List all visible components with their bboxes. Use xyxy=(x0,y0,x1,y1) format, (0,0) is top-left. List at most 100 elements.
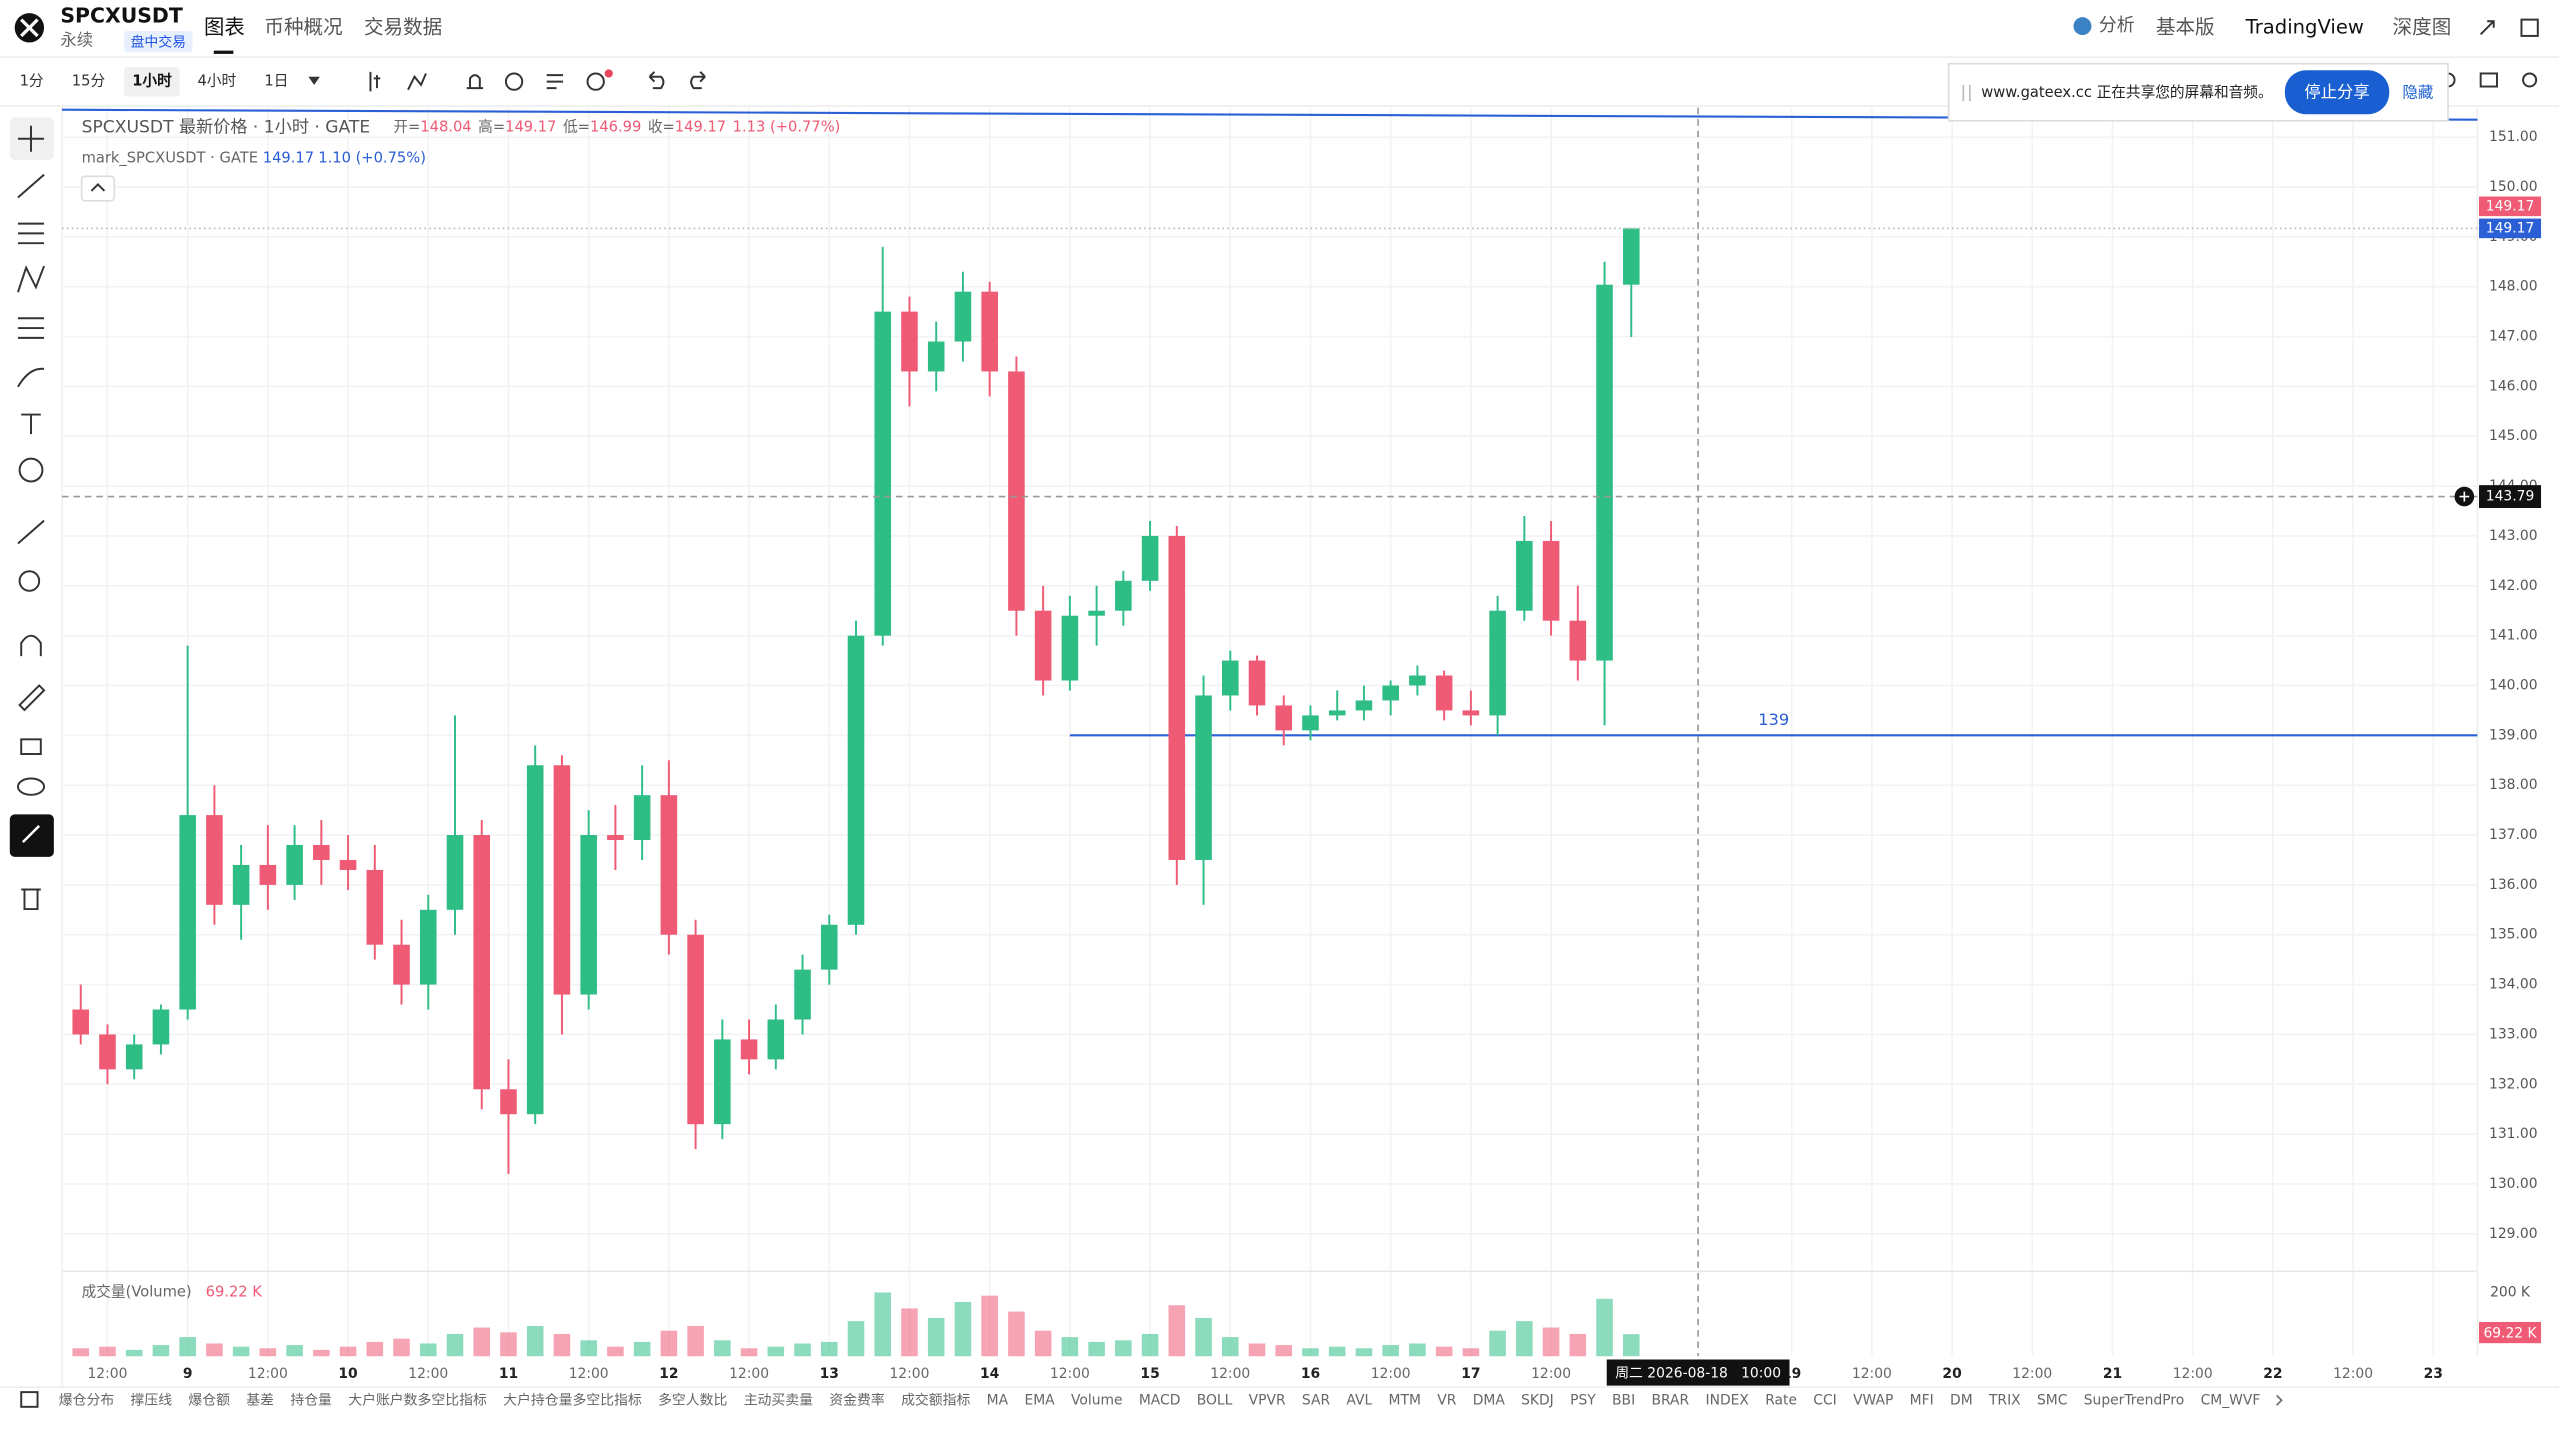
indicator-item[interactable]: 基差 xyxy=(246,1391,274,1408)
emoji-tool[interactable] xyxy=(18,457,44,483)
indicator-item[interactable]: Volume xyxy=(1071,1392,1123,1408)
fib-tool[interactable] xyxy=(17,317,45,339)
interval[interactable]: 1小时 xyxy=(132,73,172,90)
camera-icon[interactable] xyxy=(2479,72,2498,88)
indicator-icon[interactable] xyxy=(20,1391,39,1408)
candle-body xyxy=(1008,371,1025,611)
undo-icon[interactable] xyxy=(648,71,665,90)
candle-body xyxy=(1382,685,1399,701)
indicator-item[interactable]: 主动买卖量 xyxy=(744,1392,813,1408)
tab[interactable]: 交易数据 xyxy=(364,15,442,38)
more-arrow[interactable] xyxy=(2276,1394,2283,1406)
symbol[interactable]: SPCXUSDT xyxy=(60,3,182,27)
replay-icon[interactable] xyxy=(504,72,524,91)
candle-body xyxy=(1034,610,1052,681)
indicator-item[interactable]: 大户持仓量多空比指标 xyxy=(503,1391,642,1408)
indicator-item[interactable]: 成交额指标 xyxy=(901,1391,970,1408)
indicator-item[interactable]: 多空人数比 xyxy=(658,1391,727,1408)
indicator-item[interactable]: SMC xyxy=(2037,1392,2067,1408)
ruler-tool[interactable] xyxy=(17,519,45,545)
indicator-item[interactable]: CM_WVF xyxy=(2201,1392,2261,1408)
interval[interactable]: 1日 xyxy=(264,73,288,90)
indicator-item[interactable]: Rate xyxy=(1765,1392,1797,1408)
candle-body xyxy=(740,1039,758,1060)
channel-tool[interactable] xyxy=(17,222,45,245)
indicator-item[interactable]: PSY xyxy=(1570,1392,1596,1408)
brush-tool[interactable] xyxy=(17,367,45,388)
eye-tool[interactable] xyxy=(16,777,46,796)
volume-bar xyxy=(847,1321,865,1357)
indicator-item[interactable]: MTM xyxy=(1389,1392,1421,1408)
expand-icon[interactable] xyxy=(2479,20,2495,35)
stop-label[interactable]: 停止分享 xyxy=(2304,83,2369,102)
collapse-button[interactable] xyxy=(80,175,116,202)
indicator-item[interactable]: 撑压线 xyxy=(131,1392,173,1408)
indicator-item[interactable]: DMA xyxy=(1473,1392,1506,1408)
indicator-icon[interactable] xyxy=(407,73,427,91)
indicator-item[interactable]: 爆仓分布 xyxy=(59,1392,115,1408)
volume-bar xyxy=(232,1346,250,1357)
indicator-item[interactable]: BBI xyxy=(1612,1392,1635,1408)
crosshair-tool[interactable] xyxy=(17,125,45,152)
pattern-tool[interactable] xyxy=(17,265,45,293)
x-tick-label: 12:00 xyxy=(2173,1366,2213,1382)
stop-button[interactable] xyxy=(2284,70,2390,115)
indicator-item[interactable]: CCI xyxy=(1813,1392,1836,1408)
line-tool[interactable] xyxy=(17,173,45,199)
indicator-item[interactable]: SKDJ xyxy=(1521,1392,1554,1408)
y-tick-label: 134.00 xyxy=(2489,977,2538,993)
indicator-item[interactable]: AVL xyxy=(1346,1392,1372,1408)
indicator-item[interactable]: MFI xyxy=(1910,1392,1934,1408)
x-tick-label: 12:00 xyxy=(1050,1366,1090,1382)
indicator-item[interactable]: VWAP xyxy=(1853,1392,1893,1408)
lock-draw-tool[interactable] xyxy=(18,684,46,712)
indicator-item[interactable]: SuperTrendPro xyxy=(2084,1392,2185,1408)
indicator-item[interactable]: INDEX xyxy=(1705,1392,1749,1408)
indicator-item[interactable]: 大户账户数多空比指标 xyxy=(348,1391,487,1408)
magnet-tool[interactable] xyxy=(20,634,42,657)
volume-bar xyxy=(954,1302,972,1357)
settings-icon[interactable] xyxy=(2522,72,2538,88)
indicator-item[interactable]: MA xyxy=(987,1392,1009,1408)
tab[interactable]: 币种概况 xyxy=(264,15,342,38)
redo-icon[interactable] xyxy=(690,71,706,90)
text-tool[interactable] xyxy=(21,413,41,435)
interval[interactable]: 15分 xyxy=(72,73,106,90)
indicator-item[interactable]: VR xyxy=(1437,1392,1456,1408)
dropdown-icon[interactable] xyxy=(308,76,320,85)
indicator-item[interactable]: DM xyxy=(1950,1392,1973,1408)
tab[interactable]: 图表 xyxy=(204,15,245,39)
menu-item[interactable]: 分析 xyxy=(2099,15,2135,36)
link-tool[interactable] xyxy=(21,824,41,844)
lock-tool[interactable] xyxy=(20,738,42,755)
menu-item[interactable]: 深度图 xyxy=(2393,15,2452,38)
indicator-item[interactable]: VPVR xyxy=(1249,1392,1286,1408)
candle-body xyxy=(1115,580,1132,611)
zoom-tool[interactable] xyxy=(18,570,41,592)
volume-last-bg xyxy=(2479,1321,2542,1344)
legend-field-value: 149.17 xyxy=(675,118,726,135)
indicator-item[interactable]: BRAR xyxy=(1651,1392,1689,1408)
indicator-item[interactable]: MACD xyxy=(1139,1392,1181,1408)
indicator-item[interactable]: EMA xyxy=(1024,1392,1055,1408)
indicator-item[interactable]: 资金费率 xyxy=(829,1391,885,1408)
indicator-item[interactable]: 持仓量 xyxy=(290,1392,332,1408)
y-tick-label: 141.00 xyxy=(2489,628,2538,644)
menu-item[interactable]: 基本版 xyxy=(2156,15,2215,38)
add-icon[interactable] xyxy=(586,72,605,91)
indicator-item[interactable]: BOLL xyxy=(1197,1392,1233,1408)
indicator-item[interactable]: TRIX xyxy=(1988,1392,2021,1408)
alert-icon[interactable] xyxy=(466,74,484,90)
y-tick-label: 142.00 xyxy=(2489,578,2538,594)
interval[interactable]: 4小时 xyxy=(197,73,236,90)
menu-item[interactable]: TradingView xyxy=(2245,15,2364,38)
indicator-item[interactable]: SAR xyxy=(1302,1392,1331,1408)
delete-tool[interactable] xyxy=(21,888,41,911)
candle-icon[interactable] xyxy=(369,71,381,92)
interval[interactable]: 1分 xyxy=(20,73,44,90)
candle-body xyxy=(687,934,704,1125)
indicator-item[interactable]: 爆仓额 xyxy=(188,1392,230,1408)
window-icon[interactable] xyxy=(2520,18,2539,37)
hide-link[interactable]: 隐藏 xyxy=(2402,84,2433,102)
template-icon[interactable] xyxy=(546,74,564,90)
